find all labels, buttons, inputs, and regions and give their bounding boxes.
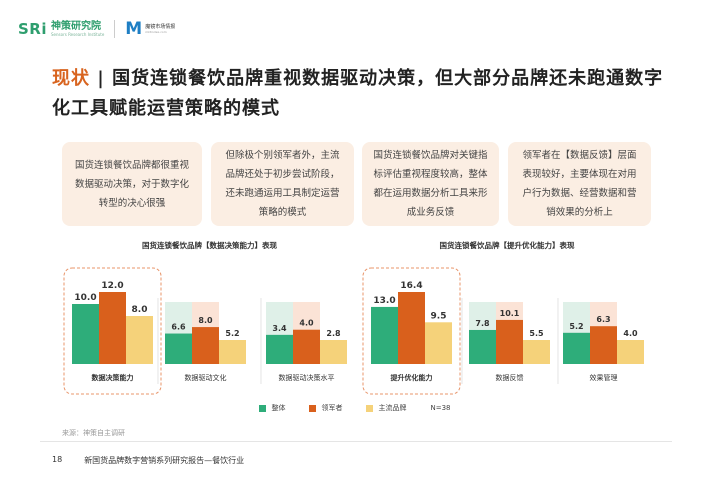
sensors-logo: SRi 神策研究院 Sensors Research Institute (18, 20, 104, 38)
bar-mainstream (320, 340, 347, 364)
chart-title-optimization: 国货连锁餐饮品牌【提升优化能力】表现 (439, 241, 575, 250)
data-label: 6.3 (596, 315, 610, 324)
legend-sample-size: N=38 (430, 404, 451, 412)
data-label: 13.0 (373, 296, 395, 306)
highlight-frame (63, 267, 162, 395)
bar-mainstream (617, 340, 644, 364)
data-label: 9.5 (431, 311, 447, 321)
bar-leader (99, 292, 126, 364)
data-label: 5.2 (225, 329, 239, 338)
category-label: 提升优化能力 (390, 373, 433, 382)
data-label: 8.0 (198, 316, 213, 325)
legend-item-overall: 整体 (259, 403, 285, 413)
bar-mainstream (126, 316, 153, 364)
insight-card-text: 领军者在【数据反馈】层面表现较好，主要体现在对用户行为数据、经营数据和营销效果的… (522, 150, 637, 218)
legend-item-leader: 领军者 (309, 403, 342, 413)
bar-leader (398, 292, 425, 364)
title-separator: | (97, 68, 105, 89)
bar-overall (165, 333, 192, 364)
data-label: 4.0 (299, 319, 314, 328)
category-label: 数据反馈 (496, 373, 524, 382)
mktindex-logo-mark: M (125, 19, 143, 39)
insight-card-3: 国货连锁餐饮品牌对关键指标评估重视程度较高，整体都在运用数据分析工具来形成业务反… (362, 142, 499, 226)
category-label: 数据驱动决策水平 (279, 373, 335, 382)
header-logos: SRi 神策研究院 Sensors Research Institute M 魔… (18, 16, 175, 42)
bar-overall (72, 304, 99, 364)
legend-swatch-mainstream (366, 404, 374, 412)
legend-label-mainstream: 主流品牌 (378, 404, 407, 412)
insight-card-text: 国货连锁餐饮品牌对关键指标评估重视程度较高，整体都在运用数据分析工具来形成业务反… (373, 150, 488, 218)
data-label: 3.4 (272, 324, 287, 333)
insight-card-text: 但除极个别领军者外，主流品牌还处于初步尝试阶段，还未跑通运用工具制定运营策略的模… (225, 150, 340, 218)
insight-card-1: 国货连锁餐饮品牌都很重视数据驱动决策，对于数字化转型的决心很强 (62, 142, 202, 226)
report-name: 新国货品牌数字营销系列研究报告—餐饮行业 (84, 456, 245, 465)
data-label: 10.1 (500, 309, 520, 318)
legend-swatch-leader (309, 404, 317, 412)
footer-divider (40, 441, 672, 442)
bar-mainstream (425, 322, 452, 364)
title-highlight: 现状 (52, 68, 90, 89)
sri-logo-mark: SRi (18, 20, 47, 38)
legend-label-leader: 领军者 (321, 404, 343, 412)
insight-card-2: 但除极个别领军者外，主流品牌还处于初步尝试阶段，还未跑通运用工具制定运营策略的模… (211, 142, 354, 226)
data-label: 6.6 (171, 323, 186, 332)
bar-leader (192, 327, 219, 364)
insight-card-4: 领军者在【数据反馈】层面表现较好，主要体现在对用户行为数据、经营数据和营销效果的… (508, 142, 651, 226)
bar-overall (266, 334, 293, 364)
bar-mainstream (523, 340, 550, 364)
bar-overall (371, 306, 398, 364)
data-label: 5.2 (569, 322, 583, 331)
bar-leader (293, 329, 320, 364)
sri-logo-name: 神策研究院 (51, 20, 101, 32)
sri-logo-en: Sensors Research Institute (51, 31, 105, 37)
category-label: 效果管理 (590, 373, 618, 382)
source-note: 来源：神策自主调研 (62, 429, 125, 437)
page-number: 18 (52, 455, 63, 464)
data-label: 5.5 (529, 329, 544, 338)
category-label: 数据决策能力 (92, 373, 134, 382)
bar-overall (469, 329, 496, 364)
bar-leader (496, 319, 523, 364)
legend-label-overall: 整体 (271, 404, 286, 412)
data-label: 8.0 (132, 305, 148, 315)
logo-divider (114, 20, 116, 38)
category-label: 数据驱动文化 (185, 373, 227, 382)
bar-leader (590, 326, 617, 364)
data-label: 2.8 (326, 329, 341, 338)
legend-swatch-overall (259, 404, 267, 412)
chart-title-decision: 国货连锁餐饮品牌【数据决策能力】表现 (142, 241, 277, 250)
data-label: 16.4 (400, 281, 422, 291)
mktindex-logo-en: mktindex.com (145, 29, 167, 34)
highlight-frame (362, 267, 461, 395)
data-label: 4.0 (623, 329, 638, 338)
title-text: 国货连锁餐饮品牌重视数据驱动决策，但大部分品牌还未跑通数字化工具赋能运营策略的模… (52, 68, 664, 119)
bar-overall (563, 332, 590, 364)
data-label: 12.0 (101, 281, 123, 291)
data-label: 7.8 (475, 319, 490, 328)
bar-mainstream (219, 340, 246, 364)
mktindex-logo: M 魔镜市场情报 mktindex.com (125, 19, 175, 39)
page-footer: 18 新国货品牌数字营销系列研究报告—餐饮行业 (52, 455, 244, 466)
page-title: 现状 | 国货连锁餐饮品牌重视数据驱动决策，但大部分品牌还未跑通数字化工具赋能运… (52, 64, 672, 124)
data-label: 10.0 (74, 293, 96, 303)
chart-legend: 整体 领军者 主流品牌 N=38 (0, 403, 710, 413)
mktindex-logo-name: 魔镜市场情报 (145, 23, 176, 30)
insight-card-text: 国货连锁餐饮品牌都很重视数据驱动决策，对于数字化转型的决心很强 (74, 159, 189, 209)
legend-item-mainstream: 主流品牌 (366, 403, 406, 413)
